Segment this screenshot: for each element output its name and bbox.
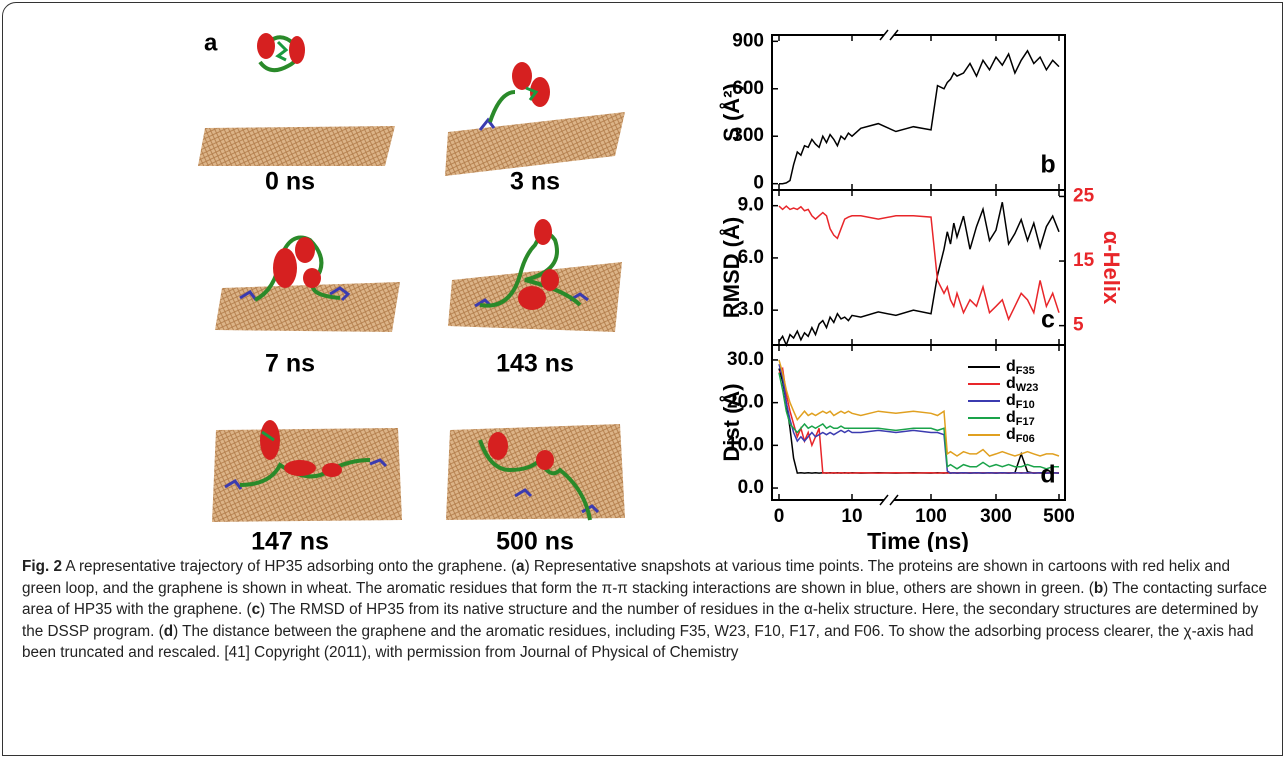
- snapshot: [215, 235, 400, 332]
- y-tick-label: 300: [732, 125, 764, 146]
- y-tick-label: 0.0: [738, 477, 764, 498]
- x-tick-label: 10: [841, 506, 862, 527]
- legend-label: dF17: [1006, 409, 1035, 428]
- y2-tick-label: 5: [1073, 315, 1084, 336]
- x-axis-title: Time (ns): [867, 528, 969, 552]
- caption-emphasis: d: [163, 622, 174, 640]
- legend-label: dW23: [1006, 375, 1038, 394]
- y2-tick-label: 15: [1073, 250, 1095, 271]
- legend-label: dF35: [1006, 358, 1035, 377]
- x-tick-label: 500: [1043, 506, 1075, 527]
- series-line: [778, 202, 1060, 348]
- snapshot: [445, 62, 625, 176]
- y-tick-label: 6.0: [738, 247, 764, 268]
- y-tick-label: 0: [753, 173, 764, 194]
- panel-label: a: [204, 29, 218, 56]
- snapshot-label: 0 ns: [265, 168, 315, 196]
- plot-frame: [771, 344, 1066, 501]
- caption-text: ) The contacting surface area of HP35 wi…: [22, 579, 1267, 619]
- caption-text: ) Representative snapshots at various ti…: [22, 558, 1231, 597]
- snapshot: [212, 420, 402, 522]
- caption-text: A representative trajectory of HP35 adso…: [61, 558, 517, 575]
- series-line: [778, 372, 1059, 470]
- snapshot-label: 147 ns: [251, 528, 329, 552]
- snapshot: [198, 33, 395, 166]
- x-tick-label: 0: [774, 506, 785, 527]
- caption: Fig. 2 A representative trajectory of HP…: [22, 556, 1267, 664]
- snapshot: [448, 219, 622, 332]
- snapshot-label: 500 ns: [496, 528, 574, 552]
- caption-emphasis: Fig. 2: [22, 558, 62, 575]
- series-line: [778, 205, 1060, 322]
- snapshot-label: 143 ns: [496, 350, 574, 378]
- y2-tick-label: 25: [1073, 185, 1095, 206]
- series-line: [779, 49, 1060, 185]
- panel-label: b: [1040, 151, 1055, 179]
- plot-frame: [771, 189, 1066, 346]
- y-tick-label: 20.0: [727, 392, 764, 413]
- x-tick-label: 300: [980, 506, 1012, 527]
- y-axis-title: RMSD (Å): [718, 217, 744, 318]
- y-axis-title: S (Å²): [718, 83, 744, 142]
- series-line: [778, 359, 1060, 457]
- snapshot-label: 7 ns: [265, 350, 315, 378]
- legend-label: dF06: [1006, 426, 1035, 445]
- y-axis-title: Dist (Å): [718, 383, 744, 461]
- legend-label: dF10: [1006, 392, 1035, 411]
- axis-break: [884, 31, 894, 39]
- axis-break: [879, 29, 899, 41]
- plot-frame: [771, 34, 1066, 191]
- series-line: [778, 363, 1060, 474]
- panel-label: c: [1041, 306, 1055, 334]
- x-tick-label: 100: [915, 506, 947, 527]
- y-tick-label: 3.0: [738, 299, 764, 320]
- y-tick-label: 900: [732, 30, 764, 51]
- caption-emphasis: b: [1093, 579, 1104, 597]
- caption-text: ) The distance between the graphene and …: [22, 622, 1254, 662]
- caption-emphasis: a: [516, 558, 525, 575]
- y2-axis-title: α-Helix: [1099, 231, 1124, 305]
- y-tick-label: 10.0: [727, 434, 764, 455]
- snapshot: [446, 424, 625, 521]
- y-tick-label: 9.0: [738, 195, 764, 216]
- caption-emphasis: c: [251, 601, 261, 619]
- axis-break: [879, 494, 899, 506]
- snapshot-label: 3 ns: [510, 168, 560, 196]
- panel-label: d: [1040, 461, 1055, 489]
- caption-text: ) The RMSD of HP35 from its native struc…: [22, 601, 1259, 640]
- y-tick-label: 30.0: [727, 349, 764, 370]
- y-tick-label: 600: [732, 78, 764, 99]
- axis-break: [884, 496, 894, 504]
